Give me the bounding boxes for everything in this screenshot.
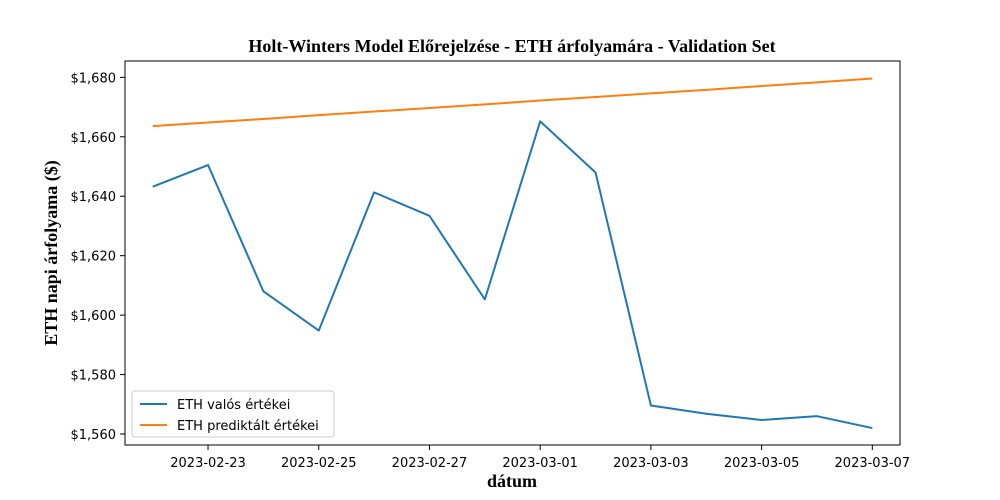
y-tick-label: $1,620 (71, 250, 117, 265)
plot-frame (124, 60, 901, 446)
plot-area: 2023-02-23 2023-02-25 2023-02-27 2023-03-01… (71, 60, 911, 471)
y-tick-label: $1,660 (71, 131, 117, 146)
x-tick-label: 2023-03-07 (835, 456, 911, 471)
x-tick-label: 2023-02-27 (392, 456, 468, 471)
x-axis-label: dátum (487, 471, 537, 491)
series-line-2 (152, 77, 873, 128)
legend: ETH valós értékei ETH prediktált értékei (131, 390, 335, 438)
x-tick-label: 2023-03-05 (724, 456, 800, 471)
y-tick-label: $1,560 (71, 428, 117, 443)
x-tick-label: 2023-03-03 (613, 456, 689, 471)
y-tick-label: $1,580 (71, 369, 117, 384)
x-tick-label: 2023-02-23 (170, 456, 246, 471)
y-axis-label: ETH napi árfolyama ($) (41, 160, 62, 346)
y-tick-label: $1,600 (71, 309, 117, 324)
x-tick-label: 2023-03-01 (502, 456, 578, 471)
y-tick-label: $1,680 (71, 71, 117, 86)
series-line-1 (152, 120, 873, 430)
legend-box (131, 390, 335, 438)
chart-title: Holt-Winters Model Előrejelzése - ETH ár… (248, 36, 775, 56)
y-tick-label: $1,640 (71, 190, 117, 205)
legend-label-2: ETH prediktált értékei (177, 419, 319, 434)
x-tick-label: 2023-02-25 (281, 456, 357, 471)
legend-label-1: ETH valós értékei (177, 398, 290, 413)
